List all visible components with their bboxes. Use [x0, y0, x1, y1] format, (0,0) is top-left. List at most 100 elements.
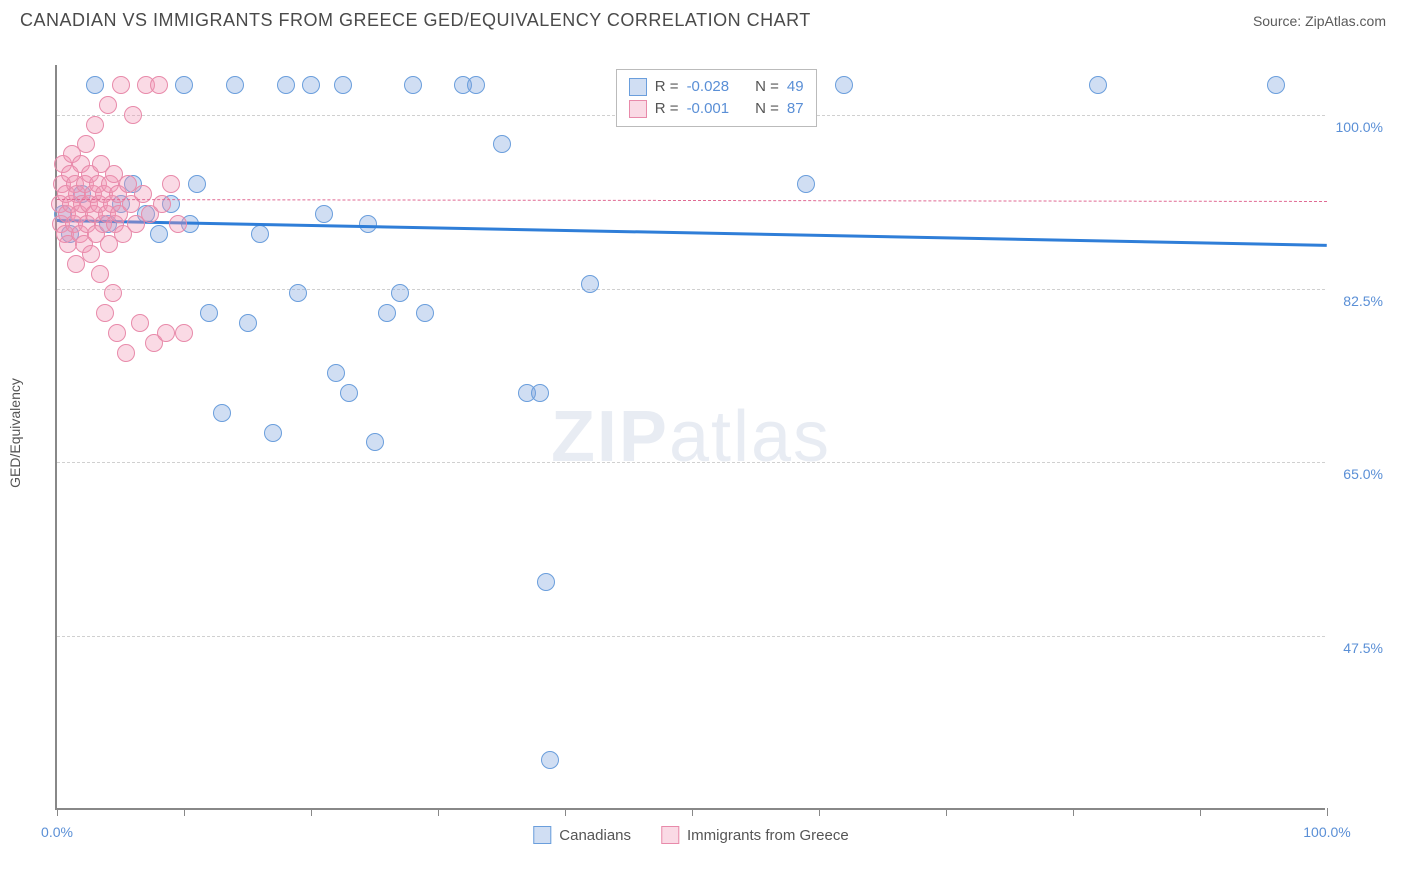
legend-series-name: Canadians	[559, 827, 631, 844]
scatter-point	[277, 76, 295, 94]
scatter-point	[117, 344, 135, 362]
scatter-point	[188, 175, 206, 193]
legend-row: R = -0.028 N = 49	[629, 76, 804, 98]
legend-n-value: 87	[787, 100, 804, 117]
watermark: ZIPatlas	[551, 396, 831, 478]
scatter-point	[213, 404, 231, 422]
legend-item: Canadians	[533, 824, 631, 846]
chart-title: CANADIAN VS IMMIGRANTS FROM GREECE GED/E…	[20, 10, 811, 31]
legend-r-label: R =	[655, 78, 679, 95]
scatter-point	[302, 76, 320, 94]
x-tick	[819, 808, 820, 816]
scatter-point	[104, 284, 122, 302]
legend-item: Immigrants from Greece	[661, 824, 849, 846]
scatter-point	[169, 215, 187, 233]
scatter-point	[581, 275, 599, 293]
scatter-point	[108, 324, 126, 342]
y-tick-label: 82.5%	[1343, 293, 1383, 309]
scatter-point	[124, 106, 142, 124]
scatter-point	[359, 215, 377, 233]
scatter-point	[96, 304, 114, 322]
y-tick-label: 100.0%	[1336, 119, 1383, 135]
scatter-point	[493, 135, 511, 153]
series-legend: Canadians Immigrants from Greece	[533, 824, 848, 846]
scatter-point	[157, 324, 175, 342]
x-tick-label: 100.0%	[1303, 824, 1350, 840]
scatter-point	[366, 433, 384, 451]
legend-r-value: -0.001	[687, 100, 730, 117]
scatter-point	[150, 76, 168, 94]
x-tick-label: 0.0%	[41, 824, 73, 840]
legend-n-label: N =	[755, 78, 779, 95]
scatter-point	[134, 185, 152, 203]
scatter-point	[251, 225, 269, 243]
scatter-point	[150, 225, 168, 243]
scatter-point	[1089, 76, 1107, 94]
chart-container: GED/Equivalency ZIPatlas 100.0%82.5%65.0…	[45, 55, 1335, 810]
trend-line	[57, 219, 1327, 247]
scatter-point	[264, 424, 282, 442]
scatter-point	[82, 245, 100, 263]
stats-legend: R = -0.028 N = 49 R = -0.001 N = 87	[616, 69, 817, 127]
gridline	[57, 636, 1325, 637]
scatter-point	[239, 314, 257, 332]
scatter-point	[541, 751, 559, 769]
scatter-point	[416, 304, 434, 322]
gridline	[57, 289, 1325, 290]
legend-n-label: N =	[755, 100, 779, 117]
scatter-point	[99, 96, 117, 114]
scatter-point	[378, 304, 396, 322]
trend-line	[57, 199, 1327, 202]
legend-swatch	[661, 826, 679, 844]
scatter-point	[334, 76, 352, 94]
scatter-point	[162, 175, 180, 193]
x-tick	[692, 808, 693, 816]
legend-swatch	[629, 78, 647, 96]
scatter-point	[404, 76, 422, 94]
plot-area: ZIPatlas 100.0%82.5%65.0%47.5%0.0%100.0%…	[55, 65, 1325, 810]
scatter-point	[797, 175, 815, 193]
x-tick	[311, 808, 312, 816]
scatter-point	[340, 384, 358, 402]
x-tick	[1200, 808, 1201, 816]
x-tick	[184, 808, 185, 816]
scatter-point	[77, 135, 95, 153]
scatter-point	[226, 76, 244, 94]
scatter-point	[835, 76, 853, 94]
x-tick	[565, 808, 566, 816]
gridline	[57, 462, 1325, 463]
source-label: Source: ZipAtlas.com	[1253, 13, 1386, 29]
legend-row: R = -0.001 N = 87	[629, 98, 804, 120]
scatter-point	[86, 76, 104, 94]
x-tick	[1327, 808, 1328, 816]
scatter-point	[327, 364, 345, 382]
legend-swatch	[533, 826, 551, 844]
x-tick	[946, 808, 947, 816]
scatter-point	[537, 573, 555, 591]
scatter-point	[1267, 76, 1285, 94]
legend-r-label: R =	[655, 100, 679, 117]
scatter-point	[86, 116, 104, 134]
legend-swatch	[629, 100, 647, 118]
y-tick-label: 65.0%	[1343, 466, 1383, 482]
y-axis-label: GED/Equivalency	[7, 378, 23, 488]
scatter-point	[175, 76, 193, 94]
legend-series-name: Immigrants from Greece	[687, 827, 849, 844]
scatter-point	[391, 284, 409, 302]
x-tick	[57, 808, 58, 816]
scatter-point	[467, 76, 485, 94]
scatter-point	[200, 304, 218, 322]
scatter-point	[289, 284, 307, 302]
scatter-point	[153, 195, 171, 213]
x-tick	[438, 808, 439, 816]
legend-n-value: 49	[787, 78, 804, 95]
scatter-point	[315, 205, 333, 223]
scatter-point	[131, 314, 149, 332]
scatter-point	[91, 265, 109, 283]
scatter-point	[531, 384, 549, 402]
x-tick	[1073, 808, 1074, 816]
scatter-point	[112, 76, 130, 94]
scatter-point	[175, 324, 193, 342]
legend-r-value: -0.028	[687, 78, 730, 95]
y-tick-label: 47.5%	[1343, 640, 1383, 656]
